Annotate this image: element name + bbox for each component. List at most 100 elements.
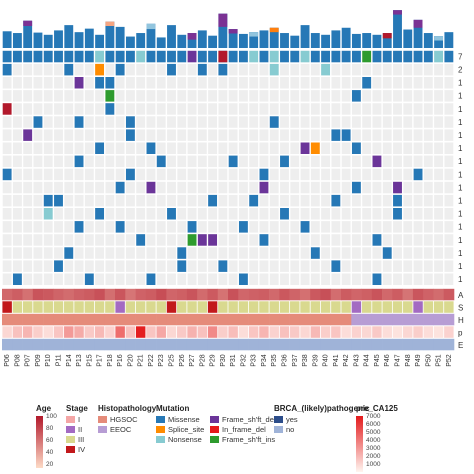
grid-cell — [43, 63, 53, 76]
grid-cell — [12, 221, 22, 233]
grid-cell — [290, 208, 300, 220]
grid-cell — [238, 142, 248, 154]
grid-cell — [259, 221, 269, 233]
grid-cell — [269, 129, 279, 141]
grid-cell — [64, 142, 74, 154]
grid-cell — [156, 103, 166, 115]
histo-track-cell — [115, 313, 126, 326]
grid-cell — [249, 155, 259, 168]
grid-cell — [351, 168, 361, 181]
grid-cell — [413, 129, 423, 141]
grid-cell — [310, 260, 320, 272]
ca125-track-cell — [115, 326, 125, 338]
grid-cell — [54, 155, 63, 168]
brca-track-cell — [53, 338, 64, 351]
grid-cell — [64, 194, 74, 207]
grid-cell — [84, 77, 94, 89]
grid-cell — [249, 90, 259, 102]
grid-cell — [434, 247, 444, 259]
histo-track-cell — [443, 313, 455, 326]
grid-cell — [167, 129, 176, 141]
stage-track-cell — [238, 301, 249, 313]
ca125-track-cell — [279, 326, 290, 338]
mutation-cell — [300, 142, 310, 154]
grid-cell — [393, 221, 402, 233]
grid-cell — [105, 142, 115, 154]
histo-track-cell — [104, 313, 116, 326]
grid-cell — [382, 208, 392, 220]
grid-cell — [105, 221, 115, 233]
stage-track-cell — [177, 301, 187, 313]
mutation-cell — [280, 155, 289, 168]
legend-brca-swatch — [274, 416, 283, 423]
grid-cell — [64, 208, 74, 220]
grid-cell — [423, 63, 433, 76]
grid-cell — [197, 194, 207, 207]
brca-track-cell — [12, 338, 23, 351]
grid-cell — [228, 63, 238, 76]
histo-track-cell — [228, 313, 239, 326]
grid-cell — [269, 181, 279, 194]
grid-cell — [290, 142, 300, 154]
tmb-bar — [300, 25, 310, 48]
grid-cell — [115, 129, 125, 141]
grid-cell — [54, 90, 63, 102]
histo-track-cell — [12, 313, 23, 326]
grid-cell — [372, 63, 382, 76]
grid-cell — [54, 273, 63, 285]
grid-cell — [423, 155, 433, 168]
grid-cell — [444, 234, 454, 246]
tmb-bar — [434, 36, 444, 48]
grid-cell — [54, 77, 63, 89]
grid-cell — [84, 142, 94, 154]
legend-mutation-label: Splice_site — [168, 425, 205, 434]
grid-cell — [362, 247, 372, 259]
grid-cell — [413, 181, 423, 194]
grid-cell — [228, 129, 238, 141]
grid-cell — [413, 155, 423, 168]
stage-track-cell — [320, 301, 331, 313]
grid-cell — [393, 103, 402, 115]
stage-track-cell — [105, 301, 115, 313]
patient-label: P42 — [343, 354, 350, 367]
grid-cell — [187, 155, 197, 168]
grid-cell — [84, 155, 94, 168]
age-track-cell — [104, 288, 116, 301]
stage-track-cell — [12, 301, 23, 313]
tmb-bar-segment — [434, 36, 444, 41]
tmb-bar — [187, 33, 197, 48]
grid-cell — [372, 129, 382, 141]
stage-track-cell — [300, 301, 310, 313]
mutation-cell — [351, 181, 361, 194]
grid-cell — [372, 142, 382, 154]
grid-cell — [434, 155, 444, 168]
grid-cell — [136, 168, 146, 181]
grid-cell — [105, 181, 115, 194]
grid-cell — [23, 116, 33, 128]
brca-track-cell — [135, 338, 147, 351]
grid-cell — [33, 129, 43, 141]
ca125-track-cell — [238, 326, 249, 338]
grid-cell — [187, 116, 197, 128]
ca125-track-cell — [43, 326, 53, 338]
patient-label: P37 — [292, 354, 299, 367]
grid-cell — [259, 116, 269, 128]
stage-track-cell — [413, 301, 423, 313]
grid-cell — [115, 247, 125, 259]
grid-cell — [33, 155, 43, 168]
ca125-track-cell — [125, 326, 136, 338]
grid-cell — [228, 142, 238, 154]
stage-track-cell — [74, 301, 84, 313]
gene-row-label: 1 — [458, 197, 463, 206]
grid-cell — [33, 194, 43, 207]
grid-cell — [218, 194, 228, 207]
grid-cell — [228, 103, 238, 115]
histo-track-cell — [63, 313, 75, 326]
legend-ca125-tick: 7000 — [366, 413, 381, 420]
grid-cell — [197, 77, 207, 89]
grid-cell — [208, 181, 218, 194]
tmb-bar — [382, 33, 392, 48]
tmb-bar — [167, 25, 176, 48]
legend-mutation-label: In_frame_del — [222, 425, 266, 434]
grid-cell — [2, 273, 12, 285]
